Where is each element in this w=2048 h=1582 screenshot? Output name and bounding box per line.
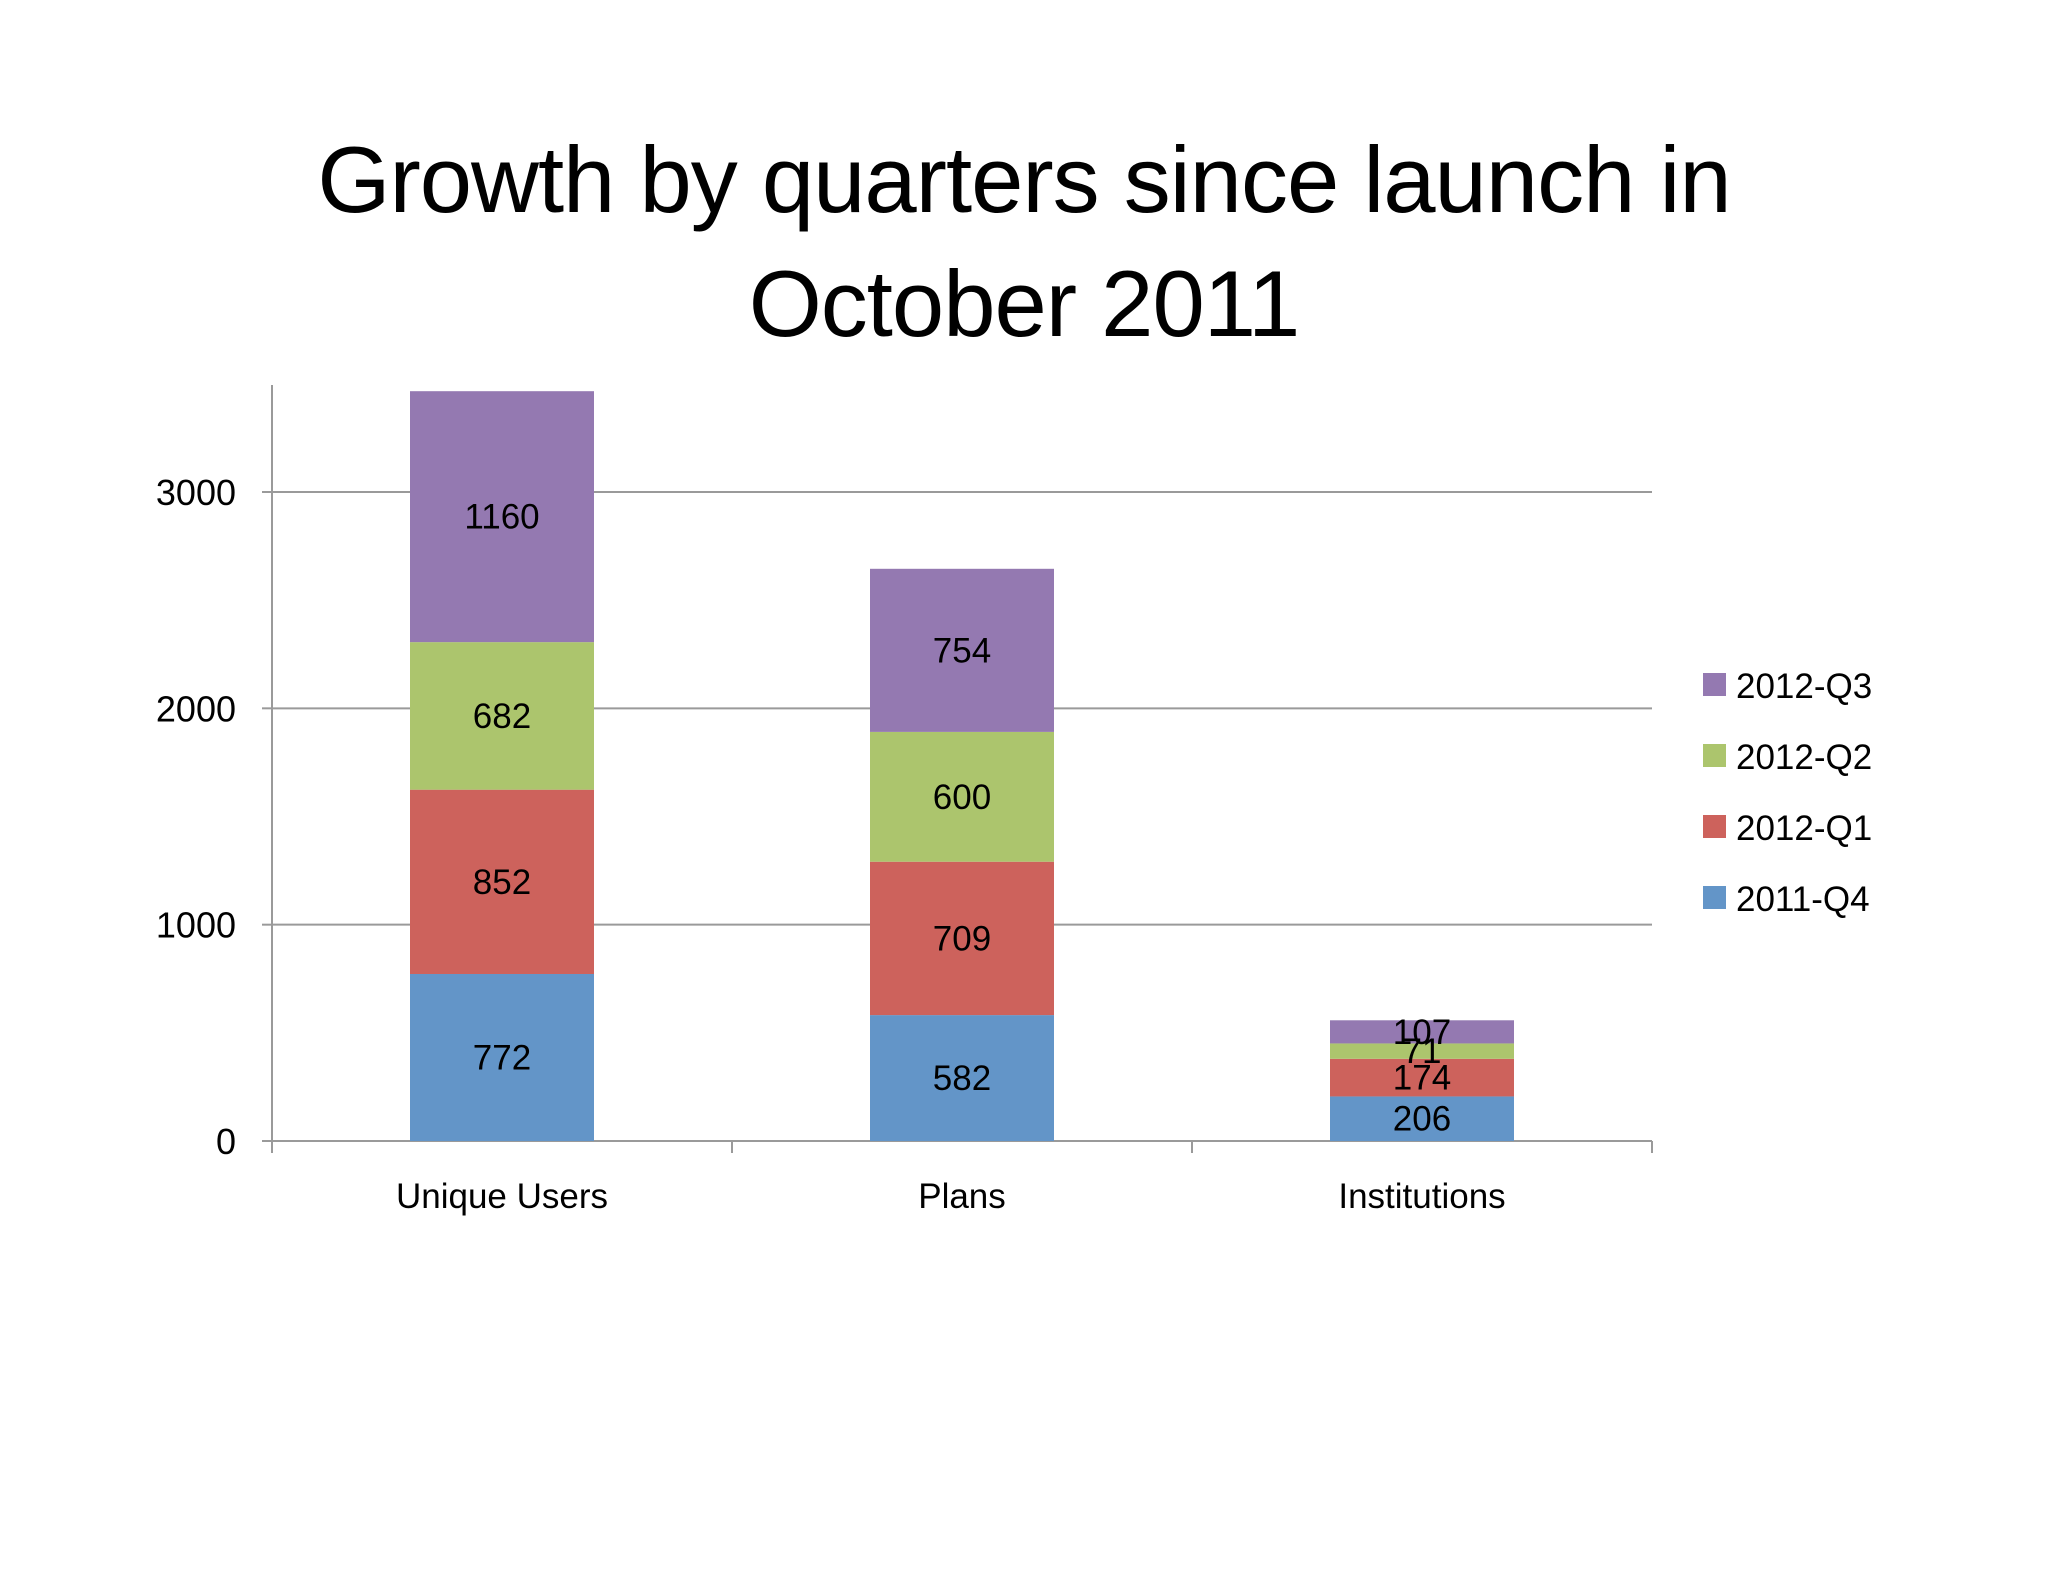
y-tick-label: 1000 (156, 905, 236, 946)
y-tick-label: 2000 (156, 688, 236, 729)
legend-label: 2012-Q1 (1736, 809, 1872, 848)
data-label: 1160 (464, 498, 539, 537)
legend-swatch-icon (1703, 815, 1726, 838)
bar-segment-2011-Q4 (1330, 1096, 1514, 1141)
bar-segment-2012-Q1 (1330, 1058, 1514, 1097)
legend-item-2012-Q2: 2012-Q2 (1703, 738, 1872, 777)
x-axis-category-labels: Unique Users Plans Institutions (396, 1177, 1506, 1216)
data-label: 682 (473, 697, 531, 736)
chart-title: Growth by quarters since launch in Octob… (0, 118, 2048, 366)
bar-segment-2012-Q2 (870, 731, 1054, 862)
data-label: 772 (473, 1038, 531, 1077)
data-label: 107 (1393, 1013, 1451, 1052)
bar-segment-2012-Q1 (870, 861, 1054, 1016)
bar-segment-2012-Q3 (870, 568, 1054, 732)
chart-title-line-1: Growth by quarters since launch in (317, 127, 1731, 232)
data-label: 206 (1393, 1100, 1451, 1139)
bar-segment-2012-Q3 (410, 391, 594, 643)
bar-segment-2012-Q2 (410, 642, 594, 790)
data-label: 174 (1393, 1059, 1451, 1098)
x-category-label: Plans (918, 1177, 1006, 1216)
bar-stack-plans: 582 709 600 754 (870, 568, 1054, 1141)
y-axis-tick-labels: 0 1000 2000 3000 (156, 472, 236, 1162)
data-label: 71 (1403, 1032, 1442, 1071)
data-label: 582 (933, 1059, 991, 1098)
bar-segment-2011-Q4 (870, 1015, 1054, 1141)
legend-item-2012-Q1: 2012-Q1 (1703, 809, 1872, 848)
chart-title-line-2: October 2011 (748, 251, 1301, 356)
bar-segment-2012-Q2 (1330, 1043, 1514, 1059)
x-category-label: Unique Users (396, 1177, 608, 1216)
legend: 2012-Q3 2012-Q2 2012-Q1 2011-Q4 (1703, 667, 1872, 919)
legend-item-2012-Q3: 2012-Q3 (1703, 667, 1872, 706)
legend-swatch-icon (1703, 673, 1726, 696)
legend-swatch-icon (1703, 744, 1726, 767)
bar-segment-2012-Q3 (1330, 1020, 1514, 1044)
data-label: 754 (933, 631, 991, 670)
x-category-label: Institutions (1338, 1177, 1505, 1216)
data-label: 709 (933, 919, 991, 958)
bar-segment-2012-Q1 (410, 789, 594, 974)
data-label: 852 (473, 863, 531, 902)
legend-label: 2012-Q2 (1736, 738, 1872, 777)
legend-label: 2011-Q4 (1736, 880, 1870, 919)
bar-stack-unique-users: 772 852 682 1160 (410, 391, 594, 1141)
data-label: 600 (933, 778, 991, 817)
y-tick-label: 3000 (156, 472, 236, 513)
legend-swatch-icon (1703, 886, 1726, 909)
y-tick-label: 0 (216, 1121, 236, 1162)
bar-segment-2011-Q4 (410, 973, 594, 1141)
legend-label: 2012-Q3 (1736, 667, 1872, 706)
legend-item-2011-Q4: 2011-Q4 (1703, 880, 1870, 919)
